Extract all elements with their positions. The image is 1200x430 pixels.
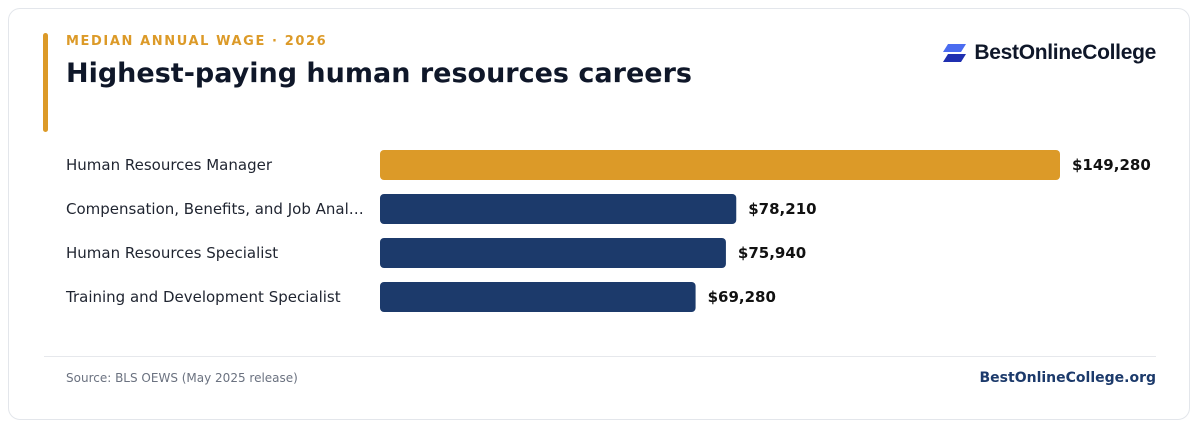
brand-name: BestOnlineCollege <box>974 41 1156 64</box>
category-label: Compensation, Benefits, and Job Anal… <box>66 200 364 218</box>
bar[interactable] <box>380 282 696 312</box>
stacked-parallelogram-logo-icon <box>943 44 967 62</box>
bar[interactable] <box>380 150 1060 180</box>
brand-logo[interactable]: BestOnlineCollege <box>942 40 1156 66</box>
footer-divider <box>44 356 1156 357</box>
value-label: $75,940 <box>738 244 806 262</box>
chart-eyebrow: MEDIAN ANNUAL WAGE · 2026 <box>66 34 328 49</box>
value-label: $69,280 <box>708 288 776 306</box>
site-link[interactable]: BestOnlineCollege.org <box>979 370 1156 386</box>
value-label: $149,280 <box>1072 156 1151 174</box>
category-label: Human Resources Specialist <box>66 244 278 262</box>
value-label: $78,210 <box>748 200 816 218</box>
bar[interactable] <box>380 238 726 268</box>
source-note: Source: BLS OEWS (May 2025 release) <box>66 371 298 385</box>
category-label: Training and Development Specialist <box>65 288 341 306</box>
chart-title: Highest-paying human resources careers <box>66 58 692 89</box>
bar[interactable] <box>380 194 737 224</box>
accent-bar <box>43 33 48 132</box>
category-label: Human Resources Manager <box>66 156 273 174</box>
